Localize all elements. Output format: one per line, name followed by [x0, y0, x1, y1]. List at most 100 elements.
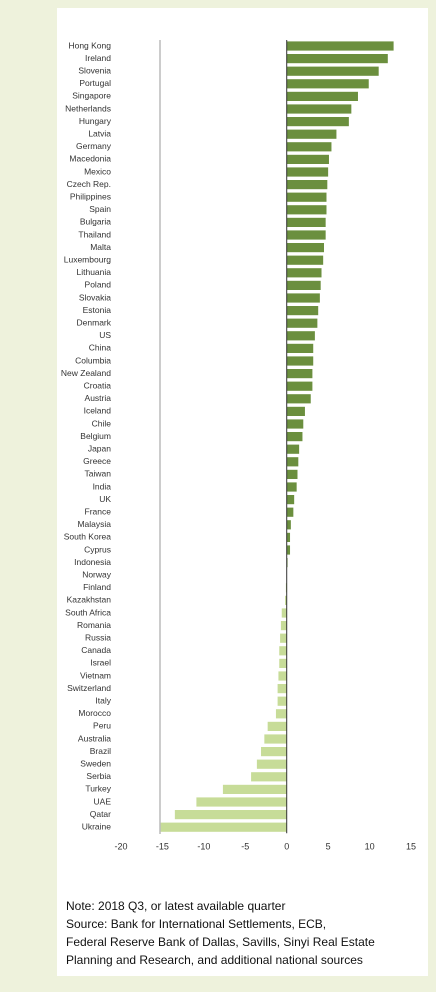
- bar: [286, 268, 322, 278]
- x-tick-label: 10: [365, 842, 375, 852]
- bar: [286, 318, 318, 328]
- bar: [286, 381, 313, 391]
- y-tick-label: Serbia: [86, 771, 111, 781]
- y-tick-label: Singapore: [72, 91, 111, 101]
- y-tick-label: Turkey: [85, 784, 111, 794]
- y-tick-label: Indonesia: [74, 557, 111, 567]
- bar: [286, 66, 379, 76]
- y-tick-label: Malaysia: [77, 519, 111, 529]
- y-tick-label: Kazakhstan: [67, 595, 112, 605]
- y-tick-label: Latvia: [88, 128, 111, 138]
- y-tick-label: Czech Rep.: [67, 179, 111, 189]
- y-tick-label: Israel: [90, 658, 111, 668]
- y-tick-label: Netherlands: [65, 103, 111, 113]
- bar: [261, 747, 287, 757]
- bar: [279, 658, 287, 668]
- bar: [256, 759, 287, 769]
- bar: [286, 54, 388, 64]
- bar: [286, 280, 321, 290]
- bar: [286, 369, 313, 379]
- bar: [286, 180, 328, 190]
- note: Note: 2018 Q3, or latest available quart…: [66, 899, 285, 913]
- bar: [160, 822, 287, 832]
- bar: [196, 797, 287, 807]
- y-tick-label: Luxembourg: [64, 254, 112, 264]
- y-tick-label: Lithuania: [76, 267, 111, 277]
- y-tick-label: Cyprus: [84, 544, 111, 554]
- y-tick-label: Vietnam: [80, 670, 111, 680]
- y-tick-label: Malta: [90, 242, 111, 252]
- bar: [286, 243, 324, 253]
- y-tick-label: Portugal: [79, 78, 111, 88]
- bar: [286, 129, 337, 139]
- bar: [286, 507, 294, 517]
- note: Planning and Research, and additional na…: [66, 953, 363, 967]
- x-tick-label: 0: [284, 842, 289, 852]
- y-tick-label: Mexico: [84, 166, 111, 176]
- bar: [286, 306, 319, 316]
- y-tick-label: Estonia: [83, 305, 112, 315]
- bar: [286, 419, 304, 429]
- x-tick-label: -5: [241, 842, 249, 852]
- y-tick-label: Russia: [85, 632, 111, 642]
- y-tick-label: Peru: [93, 721, 111, 731]
- y-tick-label: US: [99, 330, 111, 340]
- bar: [286, 154, 329, 164]
- y-tick-label: New Zealand: [61, 368, 111, 378]
- y-tick-label: Taiwan: [85, 469, 112, 479]
- y-tick-label: Iceland: [84, 406, 112, 416]
- y-tick-label: Finland: [83, 582, 111, 592]
- y-tick-label: Spain: [89, 204, 111, 214]
- y-tick-label: Columbia: [75, 355, 111, 365]
- y-tick-label: Slovenia: [78, 65, 111, 75]
- bar: [278, 671, 287, 681]
- y-tick-label: Austria: [85, 393, 112, 403]
- y-tick-label: South Africa: [65, 607, 111, 617]
- bar: [286, 217, 326, 227]
- y-tick-label: Norway: [82, 569, 112, 579]
- bar: [286, 520, 291, 530]
- bar: [286, 255, 324, 265]
- bar: [277, 696, 287, 706]
- bar: [174, 810, 287, 820]
- y-tick-label: Bulgaria: [80, 217, 111, 227]
- bar: [286, 356, 314, 366]
- bar: [280, 621, 287, 631]
- bar: [286, 293, 320, 303]
- bar: [286, 457, 299, 467]
- bar: [279, 646, 287, 656]
- bar: [286, 41, 394, 51]
- y-tick-label: Greece: [83, 456, 111, 466]
- bar: [286, 444, 300, 454]
- y-tick-label: India: [93, 481, 112, 491]
- y-tick-label: Canada: [81, 645, 111, 655]
- bar: [264, 734, 287, 744]
- note: Source: Bank for International Settlemen…: [66, 917, 326, 931]
- bar: [286, 406, 305, 416]
- y-tick-label: Poland: [85, 280, 112, 290]
- y-tick-label: Ireland: [85, 53, 111, 63]
- y-tick-label: Denmark: [77, 317, 112, 327]
- bar: [286, 205, 327, 215]
- y-tick-label: Philippines: [70, 191, 111, 201]
- bar: [286, 192, 327, 202]
- bar: [286, 167, 329, 177]
- x-tick-label: 15: [406, 842, 416, 852]
- bar: [267, 721, 287, 731]
- bar: [277, 684, 287, 694]
- y-tick-label: Belgium: [80, 431, 111, 441]
- y-tick-label: Croatia: [84, 380, 112, 390]
- y-tick-label: UAE: [94, 796, 112, 806]
- y-tick-label: China: [89, 343, 111, 353]
- bar: [286, 91, 358, 101]
- y-tick-label: Qatar: [90, 809, 111, 819]
- x-tick-label: -10: [197, 842, 210, 852]
- x-tick-label: -15: [156, 842, 169, 852]
- y-tick-label: Ukraine: [82, 821, 112, 831]
- y-tick-label: Switzerland: [67, 683, 111, 693]
- y-tick-label: UK: [99, 494, 111, 504]
- bar: [286, 79, 369, 89]
- bar: [222, 784, 287, 794]
- y-tick-label: Hungary: [79, 116, 112, 126]
